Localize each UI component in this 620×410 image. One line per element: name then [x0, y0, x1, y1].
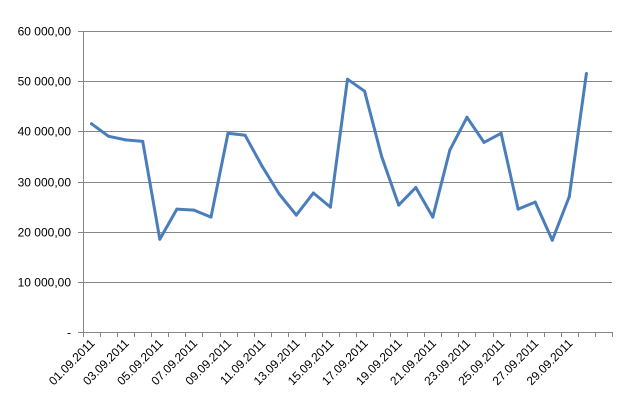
y-axis-tick-labels: - 10 000,00 20 000,00 30 000,00 40 000,00 50 …: [18, 25, 72, 340]
data-point: [567, 195, 571, 198]
data-point: [397, 203, 401, 207]
data-point: [346, 77, 349, 81]
data-point: [141, 139, 145, 143]
y-tick-label: 20 000,00: [18, 226, 72, 240]
data-point: [226, 131, 230, 135]
data-point: [431, 215, 435, 219]
data-point: [124, 138, 128, 142]
data-point: [516, 207, 520, 211]
data-point: [277, 192, 281, 196]
data-point: [465, 115, 469, 119]
y-tick-label: 60 000,00: [18, 25, 72, 39]
data-point: [499, 131, 503, 135]
data-point: [192, 208, 196, 212]
data-point: [363, 89, 367, 93]
data-point: [380, 154, 384, 158]
data-point: [328, 205, 332, 209]
series-line-0: [90, 72, 588, 242]
y-tick-label: 30 000,00: [18, 176, 72, 190]
data-point: [209, 215, 213, 219]
x-axis-tick-labels: 01.09.201103.09.201105.09.201107.09.2011…: [46, 336, 576, 388]
y-tick-label: 50 000,00: [18, 75, 72, 89]
data-point: [584, 72, 588, 76]
gridlines: [83, 31, 612, 283]
data-point: [550, 238, 554, 242]
axes: [78, 31, 613, 337]
data-point: [448, 148, 452, 152]
data-point: [311, 191, 315, 195]
data-point: [175, 207, 179, 211]
data-point: [533, 200, 537, 204]
y-tick-label: -: [67, 326, 71, 340]
series: [90, 72, 588, 242]
data-point: [243, 133, 247, 137]
data-point: [107, 134, 111, 138]
y-tick-label: 10 000,00: [18, 276, 72, 290]
data-point: [158, 237, 162, 241]
data-point: [90, 122, 93, 126]
data-point: [482, 140, 486, 144]
y-tick-label: 40 000,00: [18, 125, 72, 139]
data-point: [414, 186, 418, 189]
data-point: [294, 213, 298, 217]
data-point: [260, 164, 264, 168]
